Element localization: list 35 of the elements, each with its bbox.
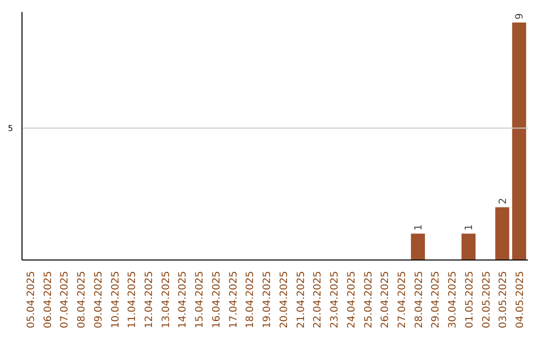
x-tick-label: 25.04.2025 — [363, 271, 374, 328]
x-tick-label: 22.04.2025 — [312, 271, 324, 328]
x-tick-label: 20.04.2025 — [278, 271, 290, 328]
x-tick-label: 30.04.2025 — [448, 271, 459, 328]
data-label: 9 — [514, 13, 526, 20]
x-tick-label: 27.04.2025 — [397, 271, 408, 328]
x-tick-label: 17.04.2025 — [228, 271, 240, 328]
data-label: 1 — [464, 224, 476, 231]
x-tick-label: 09.04.2025 — [93, 271, 104, 328]
x-tick-label: 11.04.2025 — [127, 271, 138, 328]
x-tick-label: 29.04.2025 — [430, 271, 442, 328]
x-tick-label: 28.04.2025 — [414, 271, 425, 328]
x-tick-label: 24.04.2025 — [346, 271, 358, 328]
data-label: 2 — [498, 198, 509, 204]
y-tick-label: 5 — [8, 124, 13, 133]
x-tick-label: 04.05.2025 — [515, 271, 526, 328]
x-tick-label: 26.04.2025 — [380, 271, 392, 328]
x-tick-label: 03.05.2025 — [498, 271, 510, 328]
data-label: 1 — [413, 224, 424, 231]
x-tick-label: 16.04.2025 — [211, 271, 222, 328]
x-tick-label: 21.04.2025 — [296, 271, 307, 328]
x-tick-label: 14.04.2025 — [178, 271, 189, 328]
x-tick-label: 05.04.2025 — [26, 271, 37, 328]
x-tick-label: 07.04.2025 — [60, 271, 71, 328]
x-tick-label: 13.04.2025 — [160, 271, 172, 328]
x-tick-label: 01.05.2025 — [464, 271, 476, 328]
x-tick-label: 19.04.2025 — [262, 271, 274, 328]
x-tick-label: 15.04.2025 — [194, 271, 206, 328]
x-tick-label: 23.04.2025 — [330, 271, 341, 328]
x-tick-label: 18.04.2025 — [245, 271, 256, 328]
x-tick-label: 02.05.2025 — [481, 271, 492, 328]
x-tick-label: 12.04.2025 — [144, 271, 155, 328]
x-tick-label: 06.04.2025 — [42, 271, 54, 328]
x-tick-label: 10.04.2025 — [110, 271, 122, 328]
x-tick-label: 08.04.2025 — [76, 271, 88, 328]
